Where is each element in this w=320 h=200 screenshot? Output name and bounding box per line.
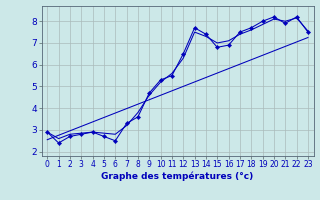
X-axis label: Graphe des températures (°c): Graphe des températures (°c): [101, 172, 254, 181]
